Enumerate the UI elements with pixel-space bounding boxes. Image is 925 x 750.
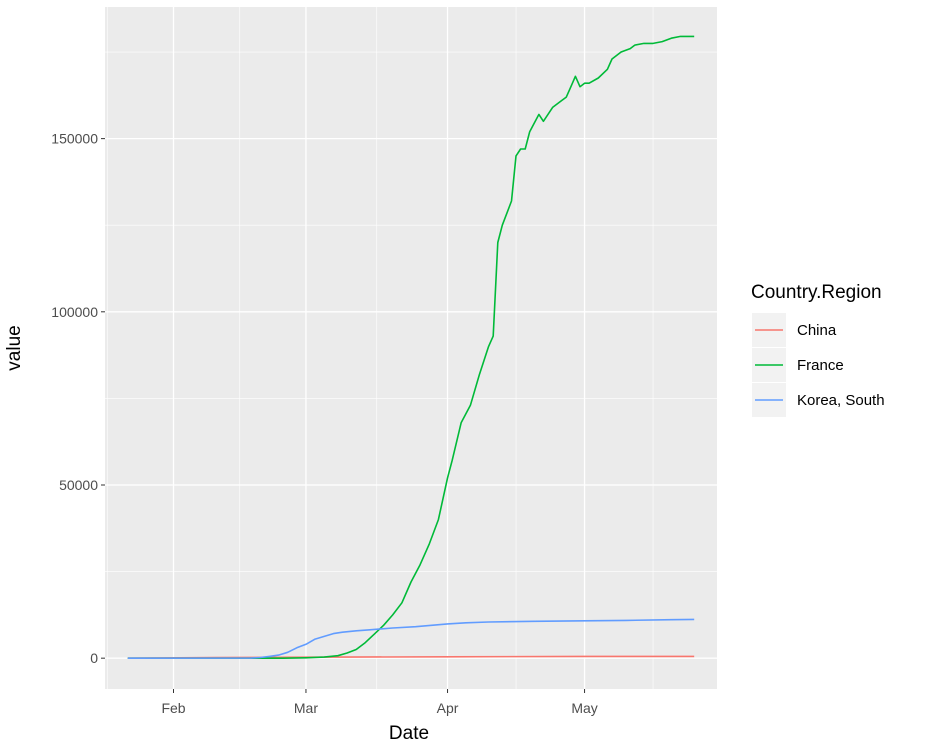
legend-label: China xyxy=(797,322,837,339)
legend-items: China France Korea, South xyxy=(752,313,885,417)
legend-label: Korea, South xyxy=(797,392,885,409)
legend-label: France xyxy=(797,357,844,374)
x-tick-label: Feb xyxy=(161,700,185,716)
y-tick-label: 50000 xyxy=(59,477,98,493)
legend: Country.Region China France Korea, South xyxy=(751,282,885,417)
grid-lines xyxy=(105,7,717,689)
x-axis-title: Date xyxy=(389,723,429,744)
y-tick-label: 100000 xyxy=(51,304,98,320)
y-tick-label: 0 xyxy=(90,650,98,666)
x-tick-label: Mar xyxy=(294,700,318,716)
y-axis-title: value xyxy=(4,325,25,370)
x-tick-label: Apr xyxy=(437,700,459,716)
legend-title: Country.Region xyxy=(751,282,882,303)
x-axis: Feb Mar Apr May xyxy=(161,689,598,716)
x-tick-label: May xyxy=(571,700,597,716)
y-axis: 0 50000 100000 150000 xyxy=(51,131,105,666)
panel-background xyxy=(105,7,717,689)
series-line-korea-south xyxy=(127,618,695,659)
y-tick-label: 150000 xyxy=(51,131,98,147)
series-lines xyxy=(127,35,695,659)
